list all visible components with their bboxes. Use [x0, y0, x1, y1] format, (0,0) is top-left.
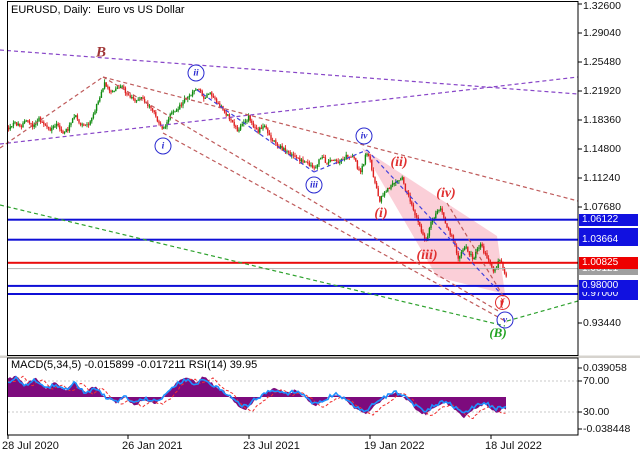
trend-line-fan-a[interactable] [102, 76, 579, 202]
trend-line-forecast-down[interactable] [0, 204, 506, 327]
price-tag-0.98000: 0.98000 [579, 280, 638, 292]
indicator-axis-label: 0.039058 [583, 362, 627, 374]
price-axis-label: 1.32600 [583, 0, 621, 12]
price-tag-1.06122: 1.06122 [579, 214, 638, 226]
indicator-series [8, 375, 507, 420]
wave-label-iv[interactable]: (iv) [436, 186, 456, 201]
trend-line-fan-rise[interactable] [0, 76, 104, 149]
trend-line-wave-path-3[interactable] [366, 149, 506, 299]
price-line-1.00825[interactable] [8, 261, 578, 264]
price-line-1.00121[interactable] [8, 268, 578, 270]
date-axis-label[interactable]: 19 Jan 2022 [364, 440, 425, 452]
wave-label-iii-circled[interactable]: iii [305, 176, 323, 194]
price-axis-label: 1.07680 [583, 201, 621, 213]
price-axis-label: 1.14800 [583, 143, 621, 155]
wave-label-v-circled[interactable]: v [496, 311, 514, 329]
date-axis-label[interactable]: 28 Jul 2020 [2, 440, 59, 452]
trend-line-forecast-up[interactable] [506, 300, 579, 322]
trend-line-fan-c[interactable] [162, 132, 508, 323]
wave-label-ii-circled[interactable]: ii [187, 64, 205, 82]
wave-label-i-circled[interactable]: i [154, 137, 172, 155]
price-tag-1.03664: 1.03664 [579, 234, 638, 246]
rsi-line [8, 375, 507, 414]
wave-label-iii[interactable]: (iii) [416, 248, 438, 263]
indicator-axis-label: 70.00 [583, 375, 610, 387]
date-axis-label[interactable]: 23 Jul 2021 [243, 440, 300, 452]
wave-channel[interactable] [362, 148, 505, 294]
price-axis-label: 0.93440 [583, 317, 621, 329]
wave-label-B[interactable]: (B) [489, 325, 507, 340]
wave-label-iv-circled[interactable]: iv [355, 127, 373, 145]
wave-label-B[interactable]: B [95, 44, 107, 61]
price-line-1.06122[interactable] [8, 218, 578, 221]
indicator-axis-label: -0.038448 [583, 423, 631, 435]
indicator-pane-border [7, 357, 579, 436]
price-tag-1.00825: 1.00825 [579, 257, 638, 269]
price-axis-label: 1.29040 [583, 27, 621, 39]
trend-line-wedge-upper[interactable] [0, 49, 579, 95]
indicator-axis-label: 30.00 [583, 406, 610, 418]
trend-line-channel-inner[interactable] [446, 202, 506, 300]
price-axis-label: 1.18360 [583, 114, 621, 126]
wave-label-i[interactable]: (i) [374, 206, 388, 221]
price-line-0.98[interactable] [8, 284, 578, 287]
trend-line-wave-path-2[interactable] [313, 149, 368, 173]
macd-area [8, 375, 506, 419]
price-line-1.03664[interactable] [8, 238, 578, 241]
trend-line-wave-path-1[interactable] [196, 89, 315, 173]
date-axis-label[interactable]: 26 Jan 2021 [122, 440, 183, 452]
price-axis-label: 1.21920 [583, 85, 621, 97]
date-axis-label[interactable]: 18 Jul 2022 [485, 440, 542, 452]
price-axis-label: 1.11240 [583, 172, 621, 184]
trend-line-wedge-lower[interactable] [0, 76, 579, 145]
wave-label-ii[interactable]: (ii) [390, 155, 408, 170]
indicator-label: MACD(5,34,5) -0.015899 -0.017211 RSI(14)… [11, 359, 258, 371]
price-line-0.97[interactable] [8, 293, 578, 295]
chart-title: EURUSD, Daily: Euro vs US Dollar [11, 4, 185, 16]
pane-splitter[interactable] [0, 355, 640, 359]
price-axis-label: 1.25480 [583, 56, 621, 68]
